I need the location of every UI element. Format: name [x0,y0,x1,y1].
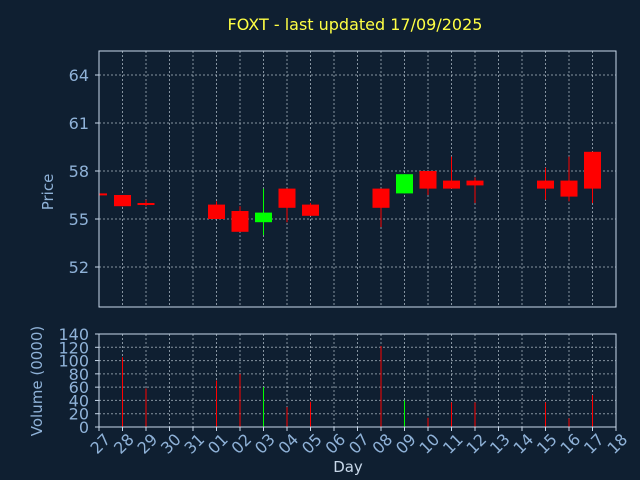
candle-body-down [208,204,225,219]
volume-tick-label: 60 [69,378,89,397]
volume-tick-label: 0 [79,418,89,437]
candle-body-down [419,171,437,189]
price-tick-label: 55 [69,210,89,229]
candle-body-down [231,211,249,232]
candle-body-down [560,180,578,197]
price-y-ticks: 52 55 58 61 64 [69,66,99,277]
volume-axis-label: Volume (0000) [28,326,46,436]
candle-body-up [255,212,272,223]
volume-tick-label: 20 [69,405,89,424]
x-tick-label: 18 [603,430,631,458]
price-axis-label: Price [39,174,57,211]
grid-lines [99,51,616,427]
candle-body-down [466,180,484,186]
candle-body-down [114,195,131,207]
price-tick-label: 58 [69,162,89,181]
price-tick-label: 64 [69,66,89,85]
candle-body-up [396,174,413,194]
volume-tick-label: 140 [58,325,89,344]
candle-body-down [99,193,107,196]
candle-body-down [302,204,319,216]
volume-tick-label: 40 [69,391,89,410]
candle-body-down [537,180,554,189]
candle-body-down [584,151,601,189]
volume-bars [122,345,593,427]
price-panel-frame [98,50,617,308]
candle-body-down [372,188,390,208]
candles [98,151,601,235]
volume-tick-label: 100 [58,352,89,371]
chart-title: FOXT - last updated 17/09/2025 [228,15,483,34]
price-tick-label: 61 [69,114,89,133]
candle-body-down [443,180,460,189]
price-tick-label: 52 [69,258,89,277]
candle-body-down [278,188,296,208]
x-axis-label: Day [333,458,363,476]
volume-tick-label: 120 [58,338,89,357]
volume-tick-label: 80 [69,365,89,384]
candle-body-down [137,203,155,205]
x-ticks: 2728293031010203040506070809101112131415… [86,427,631,458]
